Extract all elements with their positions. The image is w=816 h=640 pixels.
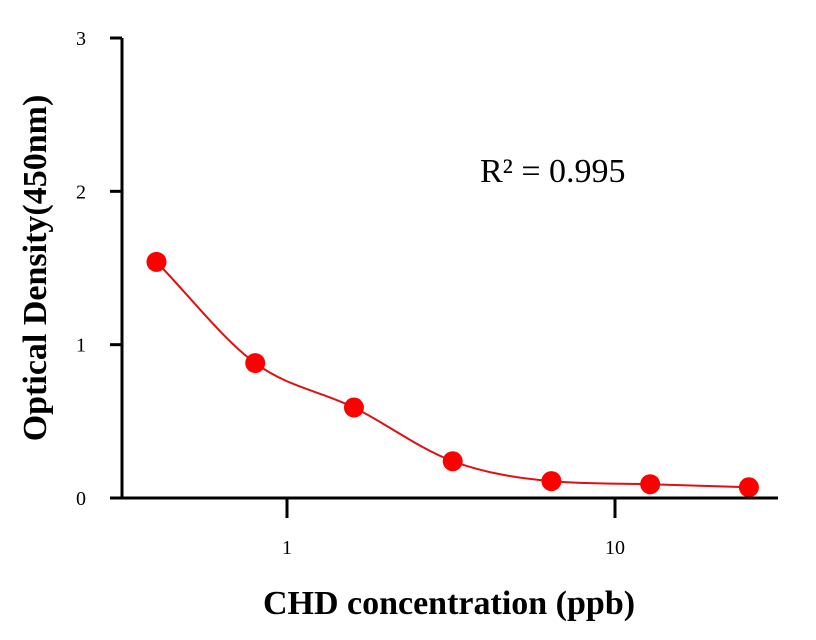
data-point [343,397,364,418]
y-ticks: 0 1 2 3 [76,28,122,510]
x-tick-label: 1 [282,537,292,559]
x-tick-label: 10 [605,537,625,559]
y-tick-label: 0 [76,488,86,510]
points-layer [146,251,759,498]
data-point [442,451,463,472]
x-axis-title: CHD concentration (ppb) [263,585,635,622]
y-tick-label: 2 [76,181,86,203]
data-point [541,471,562,492]
data-point [245,353,266,374]
y-axis-title: Optical Density(450nm) [17,95,54,442]
y-tick-label: 3 [76,28,86,50]
x-ticks: 1 10 [282,498,625,559]
data-point [640,474,661,495]
data-point [146,251,167,272]
r-squared-annotation: R² = 0.995 [480,153,626,190]
y-tick-label: 1 [76,335,86,357]
data-point [738,477,759,498]
